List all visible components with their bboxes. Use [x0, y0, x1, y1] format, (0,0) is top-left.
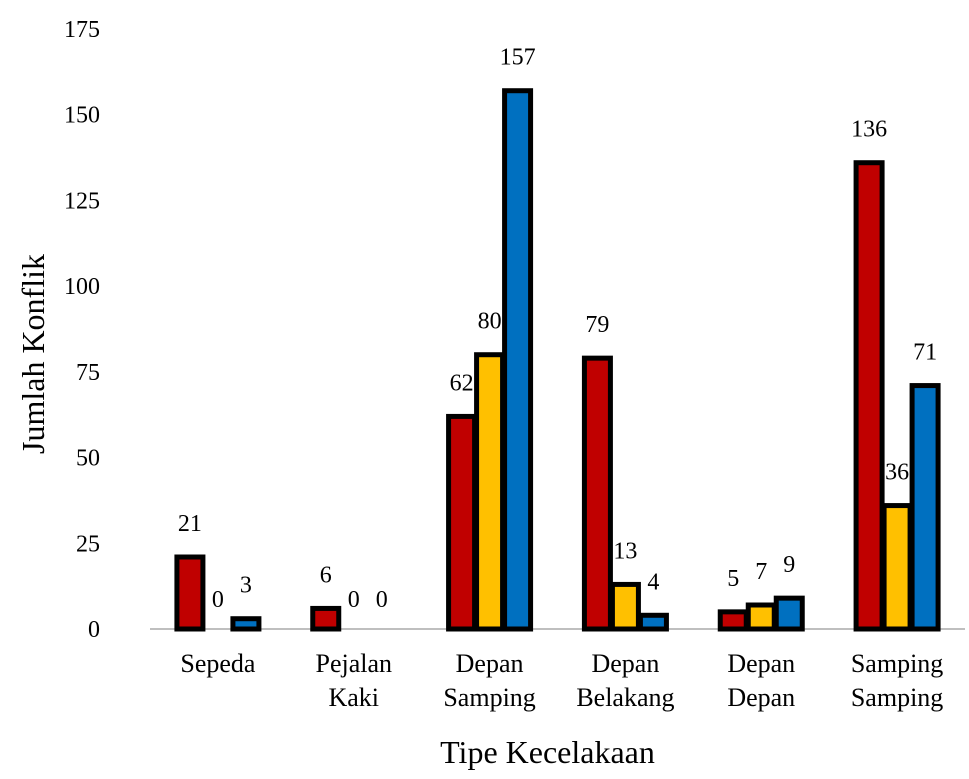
category-label: Kaki — [328, 683, 379, 712]
category-label: Depan — [727, 683, 795, 712]
data-label: 3 — [240, 573, 252, 599]
category-label: Depan — [456, 649, 524, 678]
data-label: 0 — [212, 587, 224, 613]
category-label: Samping — [851, 683, 943, 712]
bar — [745, 602, 777, 632]
bar — [502, 88, 534, 632]
bar — [881, 503, 913, 632]
bar — [609, 581, 641, 632]
category-label: Pejalan — [315, 649, 392, 678]
data-label: 71 — [913, 340, 937, 366]
data-label: 4 — [647, 569, 659, 595]
category-labels-group: Sepeda Pejalan Kaki Depan Samping Depan Belaka… — [180, 649, 943, 712]
category-label: Depan — [591, 649, 659, 678]
y-axis-title: Jumlah Konflik — [15, 254, 51, 454]
bar — [230, 616, 262, 632]
category-label: Belakang — [576, 683, 674, 712]
y-tick-label: 150 — [64, 103, 100, 129]
data-label: 80 — [478, 309, 502, 335]
bar — [446, 413, 478, 632]
data-label: 62 — [450, 370, 474, 396]
y-axis-ticks: 0 25 50 75 100 125 150 175 — [64, 17, 100, 643]
bar — [909, 383, 941, 632]
data-label: 21 — [178, 511, 202, 537]
bar — [310, 605, 342, 632]
y-tick-label: 100 — [64, 274, 100, 300]
category-label: Depan — [727, 649, 795, 678]
bar — [474, 352, 506, 632]
y-tick-label: 175 — [64, 17, 100, 43]
category-label: Samping — [443, 683, 535, 712]
data-label: 0 — [376, 587, 388, 613]
y-tick-label: 50 — [76, 446, 100, 472]
bar — [853, 160, 885, 632]
bar — [581, 355, 613, 632]
category-label: Sepeda — [180, 649, 256, 678]
data-label: 9 — [783, 552, 795, 578]
data-label: 36 — [885, 460, 909, 486]
bar — [637, 612, 669, 632]
data-label: 157 — [500, 45, 536, 71]
data-label: 136 — [851, 117, 887, 143]
data-label: 6 — [320, 562, 332, 588]
category-label: Samping — [851, 649, 943, 678]
y-tick-label: 75 — [76, 360, 100, 386]
bars-group — [174, 88, 941, 632]
y-tick-label: 25 — [76, 531, 100, 557]
y-tick-label: 125 — [64, 188, 100, 214]
x-axis-title: Tipe Kecelakaan — [440, 734, 655, 770]
data-label: 7 — [755, 559, 767, 585]
bar — [174, 554, 206, 632]
bar — [773, 595, 805, 632]
data-label: 0 — [348, 587, 360, 613]
y-tick-label: 0 — [88, 617, 100, 643]
bar — [717, 609, 749, 632]
data-label: 13 — [613, 538, 637, 564]
data-label: 79 — [585, 312, 609, 338]
data-label: 5 — [727, 566, 739, 592]
